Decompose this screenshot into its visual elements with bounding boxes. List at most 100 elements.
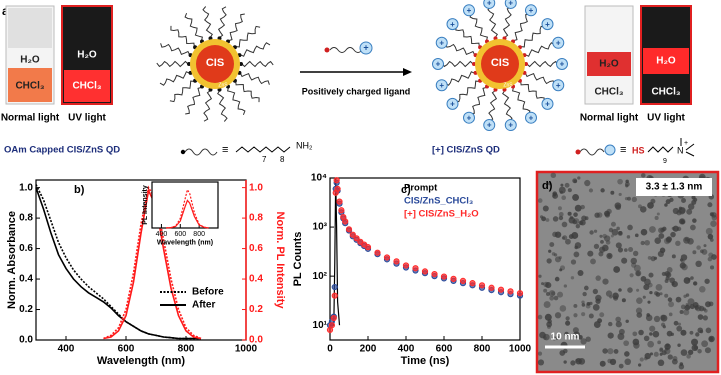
y-axis-label: PL Intensity	[142, 185, 149, 225]
nanoparticle	[554, 276, 560, 282]
nanoparticle	[581, 303, 586, 307]
ligand	[241, 60, 274, 68]
plus-sign: +	[467, 113, 472, 122]
nanoparticle	[573, 179, 578, 184]
nanoparticle	[664, 271, 670, 277]
normal-light-label: Normal light	[1, 113, 60, 124]
equiv: ≡	[222, 144, 228, 156]
nanoparticle	[546, 258, 552, 264]
nanoparticle	[697, 314, 704, 320]
nanoparticle	[541, 216, 546, 222]
nanoparticle	[545, 218, 550, 222]
nanoparticle	[552, 336, 557, 341]
data-point	[478, 282, 486, 289]
nanoparticle	[547, 181, 552, 186]
nanoparticle	[548, 290, 556, 297]
x-axis-label: Time (ns)	[401, 355, 450, 367]
nanoparticle	[615, 316, 621, 323]
water-layer	[587, 52, 631, 76]
nanoparticle	[650, 256, 656, 262]
x-tick-label: 400	[156, 231, 168, 238]
nanoparticle	[653, 351, 659, 357]
charge-icon	[446, 18, 459, 31]
charge-icon	[483, 119, 496, 132]
nanoparticle	[575, 357, 582, 365]
nanoparticle	[640, 228, 648, 236]
x-axis-label: Wavelength (nm)	[157, 240, 213, 247]
nanoparticle	[705, 227, 713, 235]
thiol-head	[575, 149, 581, 155]
nanoparticle	[565, 316, 570, 321]
nanoparticle	[644, 352, 651, 360]
shell-label: ZnS	[218, 82, 228, 88]
x-tick-label: 600	[118, 344, 135, 355]
ligand	[226, 87, 246, 115]
nanoparticle	[581, 312, 586, 317]
x-tick-label: 400	[58, 344, 75, 355]
uv-light-label: UV light	[68, 113, 106, 124]
water-label: H₂O	[20, 55, 40, 66]
y2-tick-label: 0.8	[249, 213, 263, 224]
nanoparticle	[602, 278, 609, 285]
nanoparticle	[559, 305, 567, 312]
plus-sign: +	[439, 81, 444, 90]
ligand-sub: 9	[663, 158, 667, 165]
nanoparticle	[671, 254, 676, 259]
nanoparticle	[608, 227, 614, 233]
nanoparticle	[675, 240, 681, 246]
charge-icon	[552, 36, 565, 49]
ligand	[235, 25, 261, 48]
nanoparticle	[683, 294, 687, 298]
x-tick-label: 800	[178, 344, 195, 355]
nanoparticle	[699, 286, 706, 293]
y-tick-label: 0.6	[19, 243, 33, 254]
nanoparticle	[570, 259, 577, 265]
nanoparticle	[691, 338, 699, 346]
nanoparticle	[618, 288, 622, 292]
charge-icon	[525, 4, 537, 17]
nanoparticle	[625, 319, 629, 324]
data-point	[333, 177, 340, 184]
x-axis-label: Wavelength (nm)	[97, 355, 186, 367]
data-line	[333, 177, 341, 326]
plus-sign: +	[508, 121, 513, 130]
nanoparticle	[665, 199, 671, 205]
ligand	[444, 71, 475, 86]
data-point	[402, 262, 410, 269]
nanoparticle	[684, 304, 691, 311]
nanoparticle	[543, 288, 548, 293]
shell-label: ZnS	[503, 82, 513, 88]
nanoparticle	[577, 176, 581, 180]
nanoparticle	[617, 247, 624, 253]
data-point	[336, 198, 343, 205]
nanoparticle	[582, 291, 587, 297]
nanoparticle	[573, 331, 581, 339]
nanoparticle	[690, 224, 696, 231]
x-tick-label: 1000	[509, 344, 532, 355]
nanoparticle	[687, 349, 694, 355]
nanoparticle	[640, 173, 646, 178]
nanoparticle	[563, 360, 567, 364]
plus-sign: +	[467, 6, 472, 15]
nanoparticle	[624, 351, 630, 357]
nanoparticle	[664, 293, 669, 298]
plus-sign: +	[545, 20, 550, 29]
nanoparticle	[558, 255, 562, 260]
nanoparticle	[573, 251, 580, 258]
charge-icon	[504, 119, 517, 132]
plus-sign: +	[684, 140, 688, 147]
ligand	[159, 71, 190, 86]
nanoparticle	[662, 226, 667, 232]
oam-head	[180, 149, 186, 155]
nanoparticle	[693, 281, 697, 286]
nanoparticle	[659, 247, 666, 254]
ligand	[217, 90, 228, 122]
plus-sign: +	[487, 0, 492, 8]
nanoparticle	[541, 282, 545, 286]
y2-tick-label: 0.0	[249, 335, 263, 346]
nanoparticle	[633, 264, 641, 272]
nanoparticle	[653, 315, 661, 323]
nanoparticle	[572, 327, 579, 334]
data-point	[349, 231, 356, 238]
